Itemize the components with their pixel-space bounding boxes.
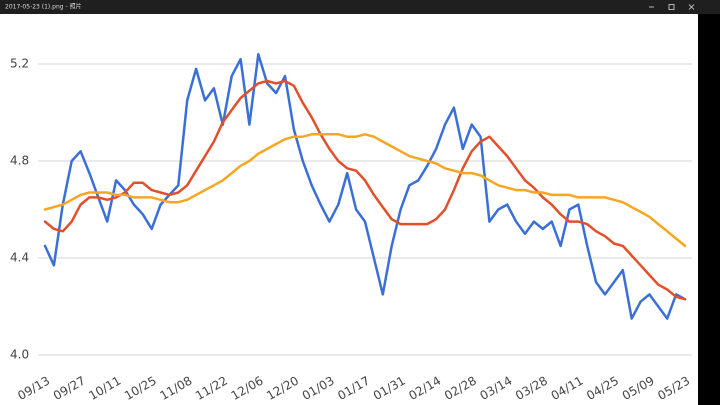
data-line: [43, 79, 687, 301]
maximize-button[interactable]: [668, 4, 675, 10]
y-tick-label: 4.0: [10, 348, 29, 362]
y-tick-label: 4.4: [10, 251, 29, 265]
window-title: 2017-05-23 (1).png - 照片: [5, 3, 82, 11]
y-tick-label: 5.2: [10, 57, 29, 71]
image-area: [0, 14, 698, 405]
data-line: [43, 53, 687, 320]
data-line: [43, 133, 687, 248]
close-button[interactable]: [688, 4, 695, 10]
title-bar: [0, 0, 720, 14]
y-tick-label: 4.8: [10, 154, 29, 168]
